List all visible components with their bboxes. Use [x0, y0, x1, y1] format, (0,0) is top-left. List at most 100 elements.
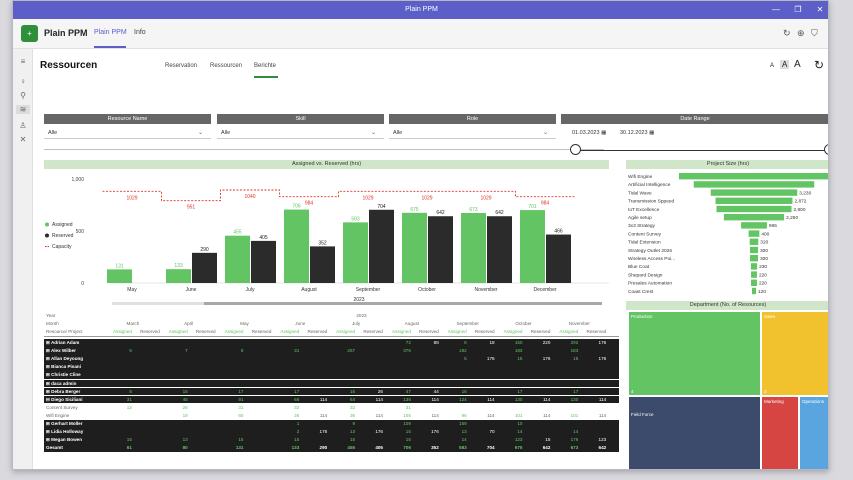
- resource-name[interactable]: ⊞ Alex Wilber: [46, 348, 76, 354]
- table-row-total: Gesamt 61 80 131 133 290 455 405 706 352 583 704 675…: [44, 444, 619, 452]
- table-cell: 19: [182, 412, 188, 418]
- project-bar: [749, 238, 759, 245]
- table-row-person: ⊞ Lidia Holloway 2 176 13 176 15 176 13 70 14 14: [44, 428, 619, 436]
- person-icon[interactable]: ♙: [19, 121, 27, 130]
- table-cell: [106, 380, 134, 388]
- dept-tile-field-force[interactable]: Field Force: [628, 396, 761, 469]
- month-header: November: [568, 321, 590, 326]
- project-value: 120: [758, 289, 766, 295]
- resource-name[interactable]: ⊞ Lidia Holloway: [46, 429, 84, 435]
- project-value: 2,800: [794, 207, 806, 213]
- table-cell: 68: [294, 396, 300, 402]
- table-cell: 17: [238, 388, 244, 394]
- table-cell: [246, 396, 274, 404]
- bulb-icon[interactable]: ♀: [20, 77, 26, 86]
- globe-icon[interactable]: ⊕: [797, 28, 805, 38]
- dept-tile-operations[interactable]: Operations: [799, 396, 828, 469]
- table-row-project: Wifi Engine 19 60 36 114 36 114 105 114 96 114 101 1…: [44, 411, 619, 420]
- resource-name[interactable]: ⊞ daca admin: [46, 380, 77, 386]
- table-cell: 64: [349, 396, 356, 402]
- table-cell: [329, 339, 357, 347]
- project-bar: [741, 222, 767, 229]
- project-value: 220: [759, 272, 767, 278]
- chart-icon[interactable]: ≋: [16, 105, 30, 114]
- font-size-small[interactable]: A: [770, 63, 775, 69]
- table-cell: 130: [514, 396, 523, 402]
- table-cell: [525, 371, 553, 379]
- capacity-label: 1029: [126, 195, 137, 201]
- filter-skill-select[interactable]: Alle ⌄: [217, 127, 384, 139]
- date-start-input[interactable]: 01.03.2023 ▦: [572, 127, 642, 139]
- minimize-icon[interactable]: —: [772, 5, 780, 14]
- date-range-slider-start-handle[interactable]: [570, 144, 581, 155]
- font-size-medium[interactable]: A: [780, 60, 790, 69]
- resource-name[interactable]: ⊞ Gerhart Moller: [46, 421, 83, 426]
- resource-name[interactable]: ⊞ Debra Berger: [46, 388, 81, 394]
- font-size-large[interactable]: A: [794, 59, 801, 70]
- tab-plain-ppm[interactable]: Plain PPM: [94, 29, 127, 36]
- app-header: + Plain PPM Plain PPM Info ↻ ⊕ ⛉: [13, 19, 828, 49]
- refresh-icon[interactable]: ↻: [783, 28, 791, 38]
- date-range-slider-track[interactable]: [576, 150, 828, 151]
- col-reserved-header: Reserved: [419, 329, 439, 334]
- table-cell: 91: [238, 396, 244, 402]
- dept-tile-sales[interactable]: Sales 3: [761, 311, 828, 396]
- table-cell: [106, 412, 134, 420]
- bar-assigned: [520, 210, 545, 283]
- table-cell: [580, 420, 608, 428]
- restore-icon[interactable]: ❐: [794, 5, 802, 14]
- date-range-slider-end-handle[interactable]: [824, 144, 828, 155]
- tab-berichte[interactable]: Berichte: [254, 63, 277, 69]
- table-cell: 136: [403, 396, 411, 402]
- shield-icon[interactable]: ⛉: [811, 28, 818, 38]
- tab-ressourcen[interactable]: Ressourcen: [210, 63, 243, 69]
- close-icon[interactable]: ✕: [816, 5, 824, 14]
- tab-reservation[interactable]: Reservation: [165, 63, 198, 69]
- resource-name[interactable]: ⊞ Megan Bowen: [46, 437, 83, 443]
- tools-icon[interactable]: ✕: [19, 135, 27, 144]
- table-cell: 96: [461, 412, 467, 418]
- project-value: 300: [760, 248, 768, 254]
- resource-name[interactable]: ⊞ Allan Deyoung: [46, 356, 84, 362]
- filter-role-select[interactable]: Alle ⌄: [389, 127, 556, 139]
- table-cell: [385, 380, 413, 388]
- project-value: 300: [760, 256, 768, 262]
- filter-resource-name-select[interactable]: Alle ⌄: [44, 127, 211, 139]
- table-cell: [273, 363, 301, 371]
- project-size-title: Project Size (hrs): [626, 160, 828, 169]
- project-bar: [751, 271, 757, 278]
- table-cell: [357, 404, 385, 412]
- resource-name[interactable]: ⊞ Christie Cline: [46, 372, 81, 378]
- table-cell: [246, 363, 274, 371]
- table-cell: [218, 420, 246, 428]
- table-cell: [385, 363, 413, 371]
- project-value: 400: [761, 231, 769, 237]
- table-cell: [134, 380, 162, 388]
- reset-icon[interactable]: ↻: [814, 58, 825, 72]
- table-cell: 150: [514, 340, 523, 345]
- resource-name[interactable]: ⊞ Bianca Pisani: [46, 364, 81, 370]
- table-cell: [301, 404, 329, 412]
- project-bar: [748, 230, 760, 237]
- dept-tile-production[interactable]: Production 4: [628, 311, 761, 396]
- table-cell: [218, 339, 246, 347]
- col-reserved-header: Reserved: [363, 329, 383, 334]
- resource-name[interactable]: ⊟ Diego Siciliani: [46, 396, 83, 402]
- table-row-project: Content Survey 12 26 31 32 32 31: [44, 403, 619, 412]
- dept-tile-label: Operations: [802, 399, 825, 404]
- table-cell: [134, 436, 162, 444]
- dept-tile-marketing[interactable]: Marketing: [761, 396, 799, 469]
- date-end-input[interactable]: 30.12.2023 ▦: [620, 127, 690, 139]
- year-label: Year: [46, 313, 56, 318]
- table-cell: 47: [405, 388, 411, 394]
- x-tick-label: May: [127, 287, 137, 293]
- resource-name[interactable]: ⊞ Adrian Adam: [46, 340, 80, 345]
- table-cell: [385, 355, 413, 363]
- main-content: Ressourcen Reservation Ressourcen Berich…: [33, 49, 828, 469]
- table-cell: 26: [182, 404, 188, 410]
- tab-info[interactable]: Info: [134, 29, 146, 36]
- col-reserved-header: Reserved: [530, 329, 551, 334]
- menu-icon[interactable]: ≡: [20, 57, 26, 66]
- project-value: 320: [760, 240, 768, 246]
- hierarchy-icon[interactable]: ⚲: [20, 91, 26, 100]
